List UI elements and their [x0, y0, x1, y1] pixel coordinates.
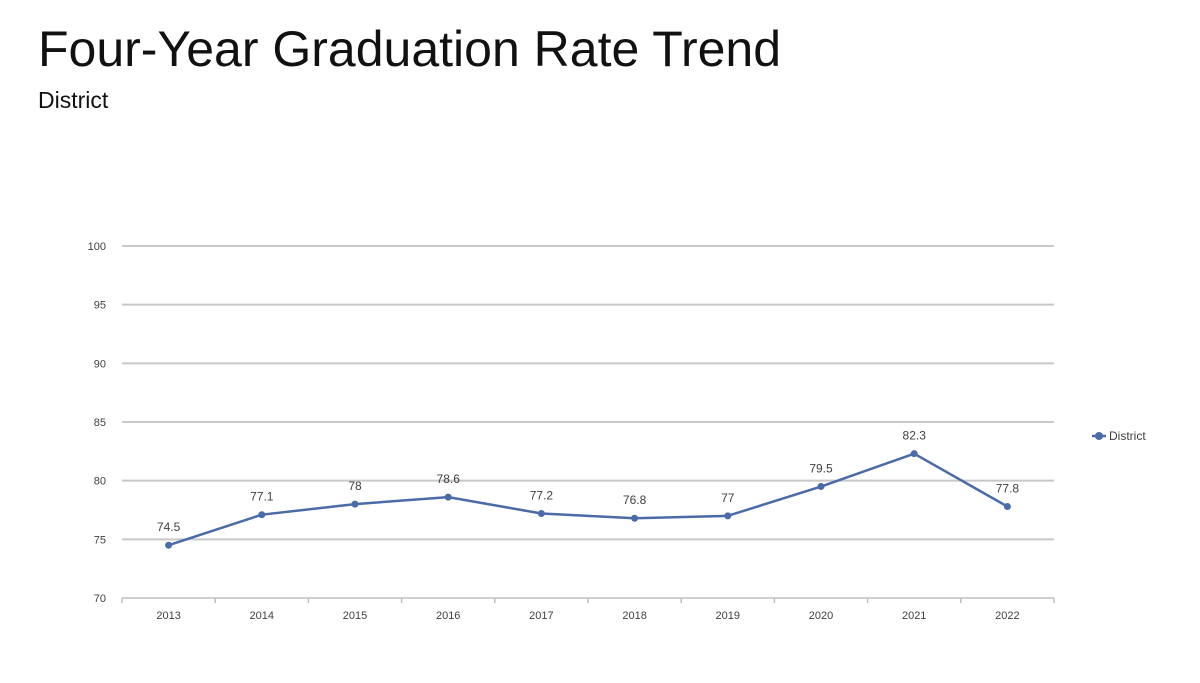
y-tick-label: 80 — [94, 476, 106, 488]
x-tick-label: 2017 — [529, 610, 553, 622]
legend-marker — [1095, 432, 1103, 440]
y-tick-label: 75 — [94, 534, 106, 546]
x-tick-label: 2013 — [156, 610, 180, 622]
data-point — [1003, 502, 1011, 510]
x-tick-label: 2020 — [809, 610, 833, 622]
data-label: 77.2 — [530, 489, 554, 503]
series-line-district — [168, 452, 1009, 547]
x-tick-label: 2016 — [436, 610, 460, 622]
data-point — [631, 514, 639, 522]
data-label: 77.1 — [250, 490, 274, 504]
data-label: 79.5 — [809, 462, 833, 476]
data-point — [444, 493, 452, 501]
x-tick-label: 2018 — [622, 610, 646, 622]
page-subtitle: District — [38, 87, 109, 113]
x-tick-label: 2022 — [995, 610, 1019, 622]
y-tick-label: 70 — [94, 593, 106, 605]
y-tick-label: 100 — [88, 241, 106, 253]
data-point — [258, 511, 266, 519]
data-label: 77 — [721, 491, 735, 505]
x-tick-label: 2021 — [902, 610, 926, 622]
y-tick-label: 95 — [94, 300, 106, 312]
data-point — [537, 510, 545, 518]
y-tick-label: 90 — [94, 358, 106, 370]
x-tick-label: 2015 — [343, 610, 367, 622]
data-point — [351, 500, 359, 508]
data-label: 82.3 — [903, 429, 927, 443]
data-point — [724, 512, 732, 520]
legend-label: District — [1109, 429, 1146, 443]
x-tick-label: 2019 — [716, 610, 740, 622]
data-point — [165, 541, 173, 549]
x-tick-label: 2014 — [250, 610, 274, 622]
data-label: 78 — [348, 479, 362, 493]
data-label: 78.6 — [437, 472, 461, 486]
data-label: 74.5 — [157, 520, 181, 534]
data-point — [817, 483, 825, 491]
data-label: 76.8 — [623, 493, 647, 507]
data-point — [910, 450, 918, 458]
data-label: 77.8 — [996, 481, 1020, 495]
y-tick-label: 85 — [94, 417, 106, 429]
page-title: Four-Year Graduation Rate Trend — [38, 21, 782, 77]
